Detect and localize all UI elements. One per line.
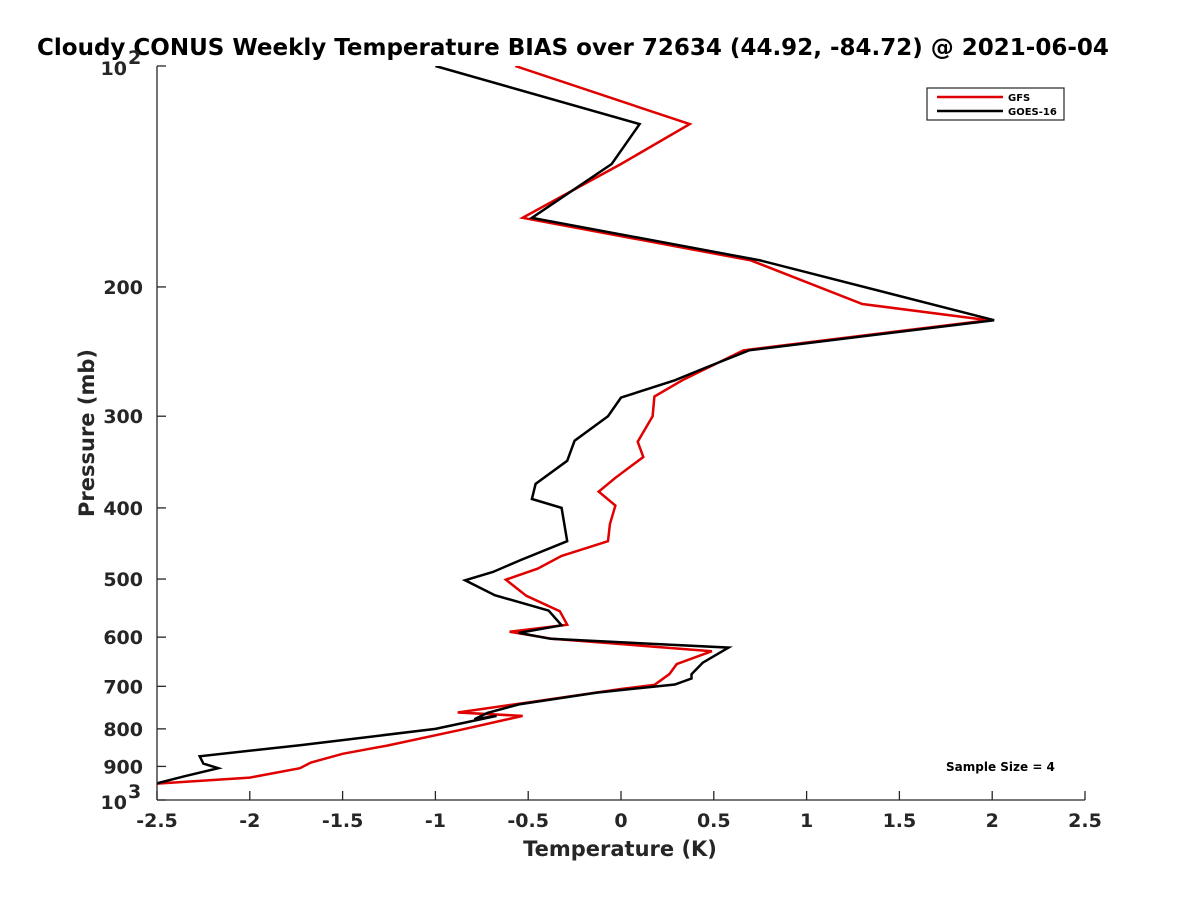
x-tick-label: 2 bbox=[986, 810, 999, 832]
y-tick-label: 900 bbox=[103, 756, 143, 778]
x-tick-label: -1 bbox=[425, 810, 446, 832]
sample-size-annotation: Sample Size = 4 bbox=[946, 760, 1055, 774]
y-tick-exponent: 2 bbox=[128, 47, 141, 69]
series-group bbox=[157, 66, 995, 785]
x-axis-label: Temperature (K) bbox=[523, 837, 717, 861]
y-tick-label: 400 bbox=[103, 498, 143, 520]
y-tick-label: 200 bbox=[103, 277, 143, 299]
y-tick-label: 10 bbox=[101, 792, 127, 814]
x-tick-label: -1.5 bbox=[322, 810, 364, 832]
legend-label-goes16: GOES-16 bbox=[1008, 107, 1057, 118]
y-tick-label: 600 bbox=[103, 627, 143, 649]
series-layer bbox=[157, 66, 995, 785]
y-tick-label: 700 bbox=[103, 676, 143, 698]
legend: GFS GOES-16 bbox=[926, 87, 1065, 121]
axes-layer: -2.5 -2 -1.5 -1 -0.5 0 0.5 1 1.5 2 2.510 2200300400… bbox=[101, 47, 1102, 832]
series-line-gfs bbox=[157, 66, 989, 785]
legend-box bbox=[926, 87, 1065, 121]
series-line-goes16 bbox=[157, 66, 995, 785]
x-tick-label: 1 bbox=[800, 810, 813, 832]
y-tick-label: 800 bbox=[103, 719, 143, 741]
y-tick-label: 300 bbox=[103, 406, 143, 428]
y-tick-exponent: 3 bbox=[128, 781, 141, 803]
x-tick-label: 1.5 bbox=[883, 810, 917, 832]
x-tick-label: 0.5 bbox=[697, 810, 731, 832]
y-axis-label: Pressure (mb) bbox=[75, 349, 99, 517]
y-tick-label: 10 bbox=[101, 58, 127, 80]
x-tick-label: 2.5 bbox=[1068, 810, 1102, 832]
legend-label-gfs: GFS bbox=[1008, 93, 1030, 104]
y-tick-label: 500 bbox=[103, 569, 143, 591]
x-tick-label: 0 bbox=[614, 810, 627, 832]
x-tick-label: -0.5 bbox=[507, 810, 549, 832]
x-tick-label: -2.5 bbox=[136, 810, 178, 832]
x-tick-label: -2 bbox=[239, 810, 260, 832]
chart-title: Cloudy CONUS Weekly Temperature BIAS ove… bbox=[37, 35, 1109, 61]
